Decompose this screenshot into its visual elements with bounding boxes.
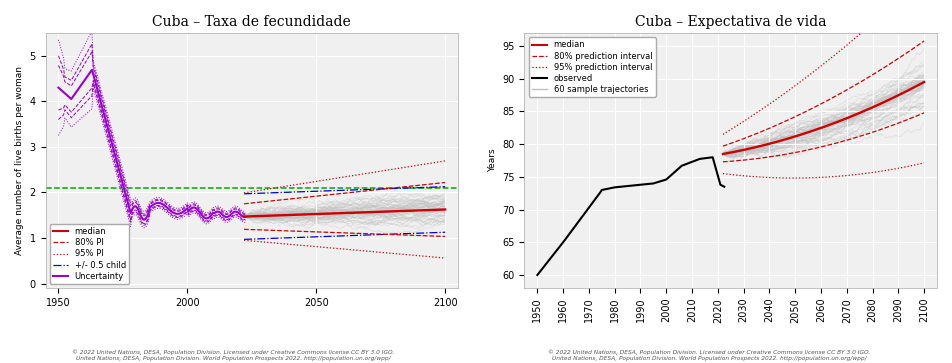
Title: Cuba – Taxa de fecundidade: Cuba – Taxa de fecundidade bbox=[152, 15, 351, 29]
Legend: median, 80% prediction interval, 95% prediction interval, observed, 60 sample tr: median, 80% prediction interval, 95% pre… bbox=[528, 37, 656, 97]
Y-axis label: Average number of live births per woman: Average number of live births per woman bbox=[15, 66, 24, 255]
Y-axis label: Years: Years bbox=[487, 149, 497, 172]
Text: © 2022 United Nations, DESA, Population Division. Licensed under Creative Common: © 2022 United Nations, DESA, Population … bbox=[72, 350, 394, 361]
Legend: median, 80% PI, 95% PI, +/- 0.5 child, Uncertainty: median, 80% PI, 95% PI, +/- 0.5 child, U… bbox=[50, 224, 129, 284]
Title: Cuba – Expectativa de vida: Cuba – Expectativa de vida bbox=[635, 15, 826, 29]
Text: © 2022 United Nations, DESA, Population Division. Licensed under Creative Common: © 2022 United Nations, DESA, Population … bbox=[548, 350, 870, 361]
